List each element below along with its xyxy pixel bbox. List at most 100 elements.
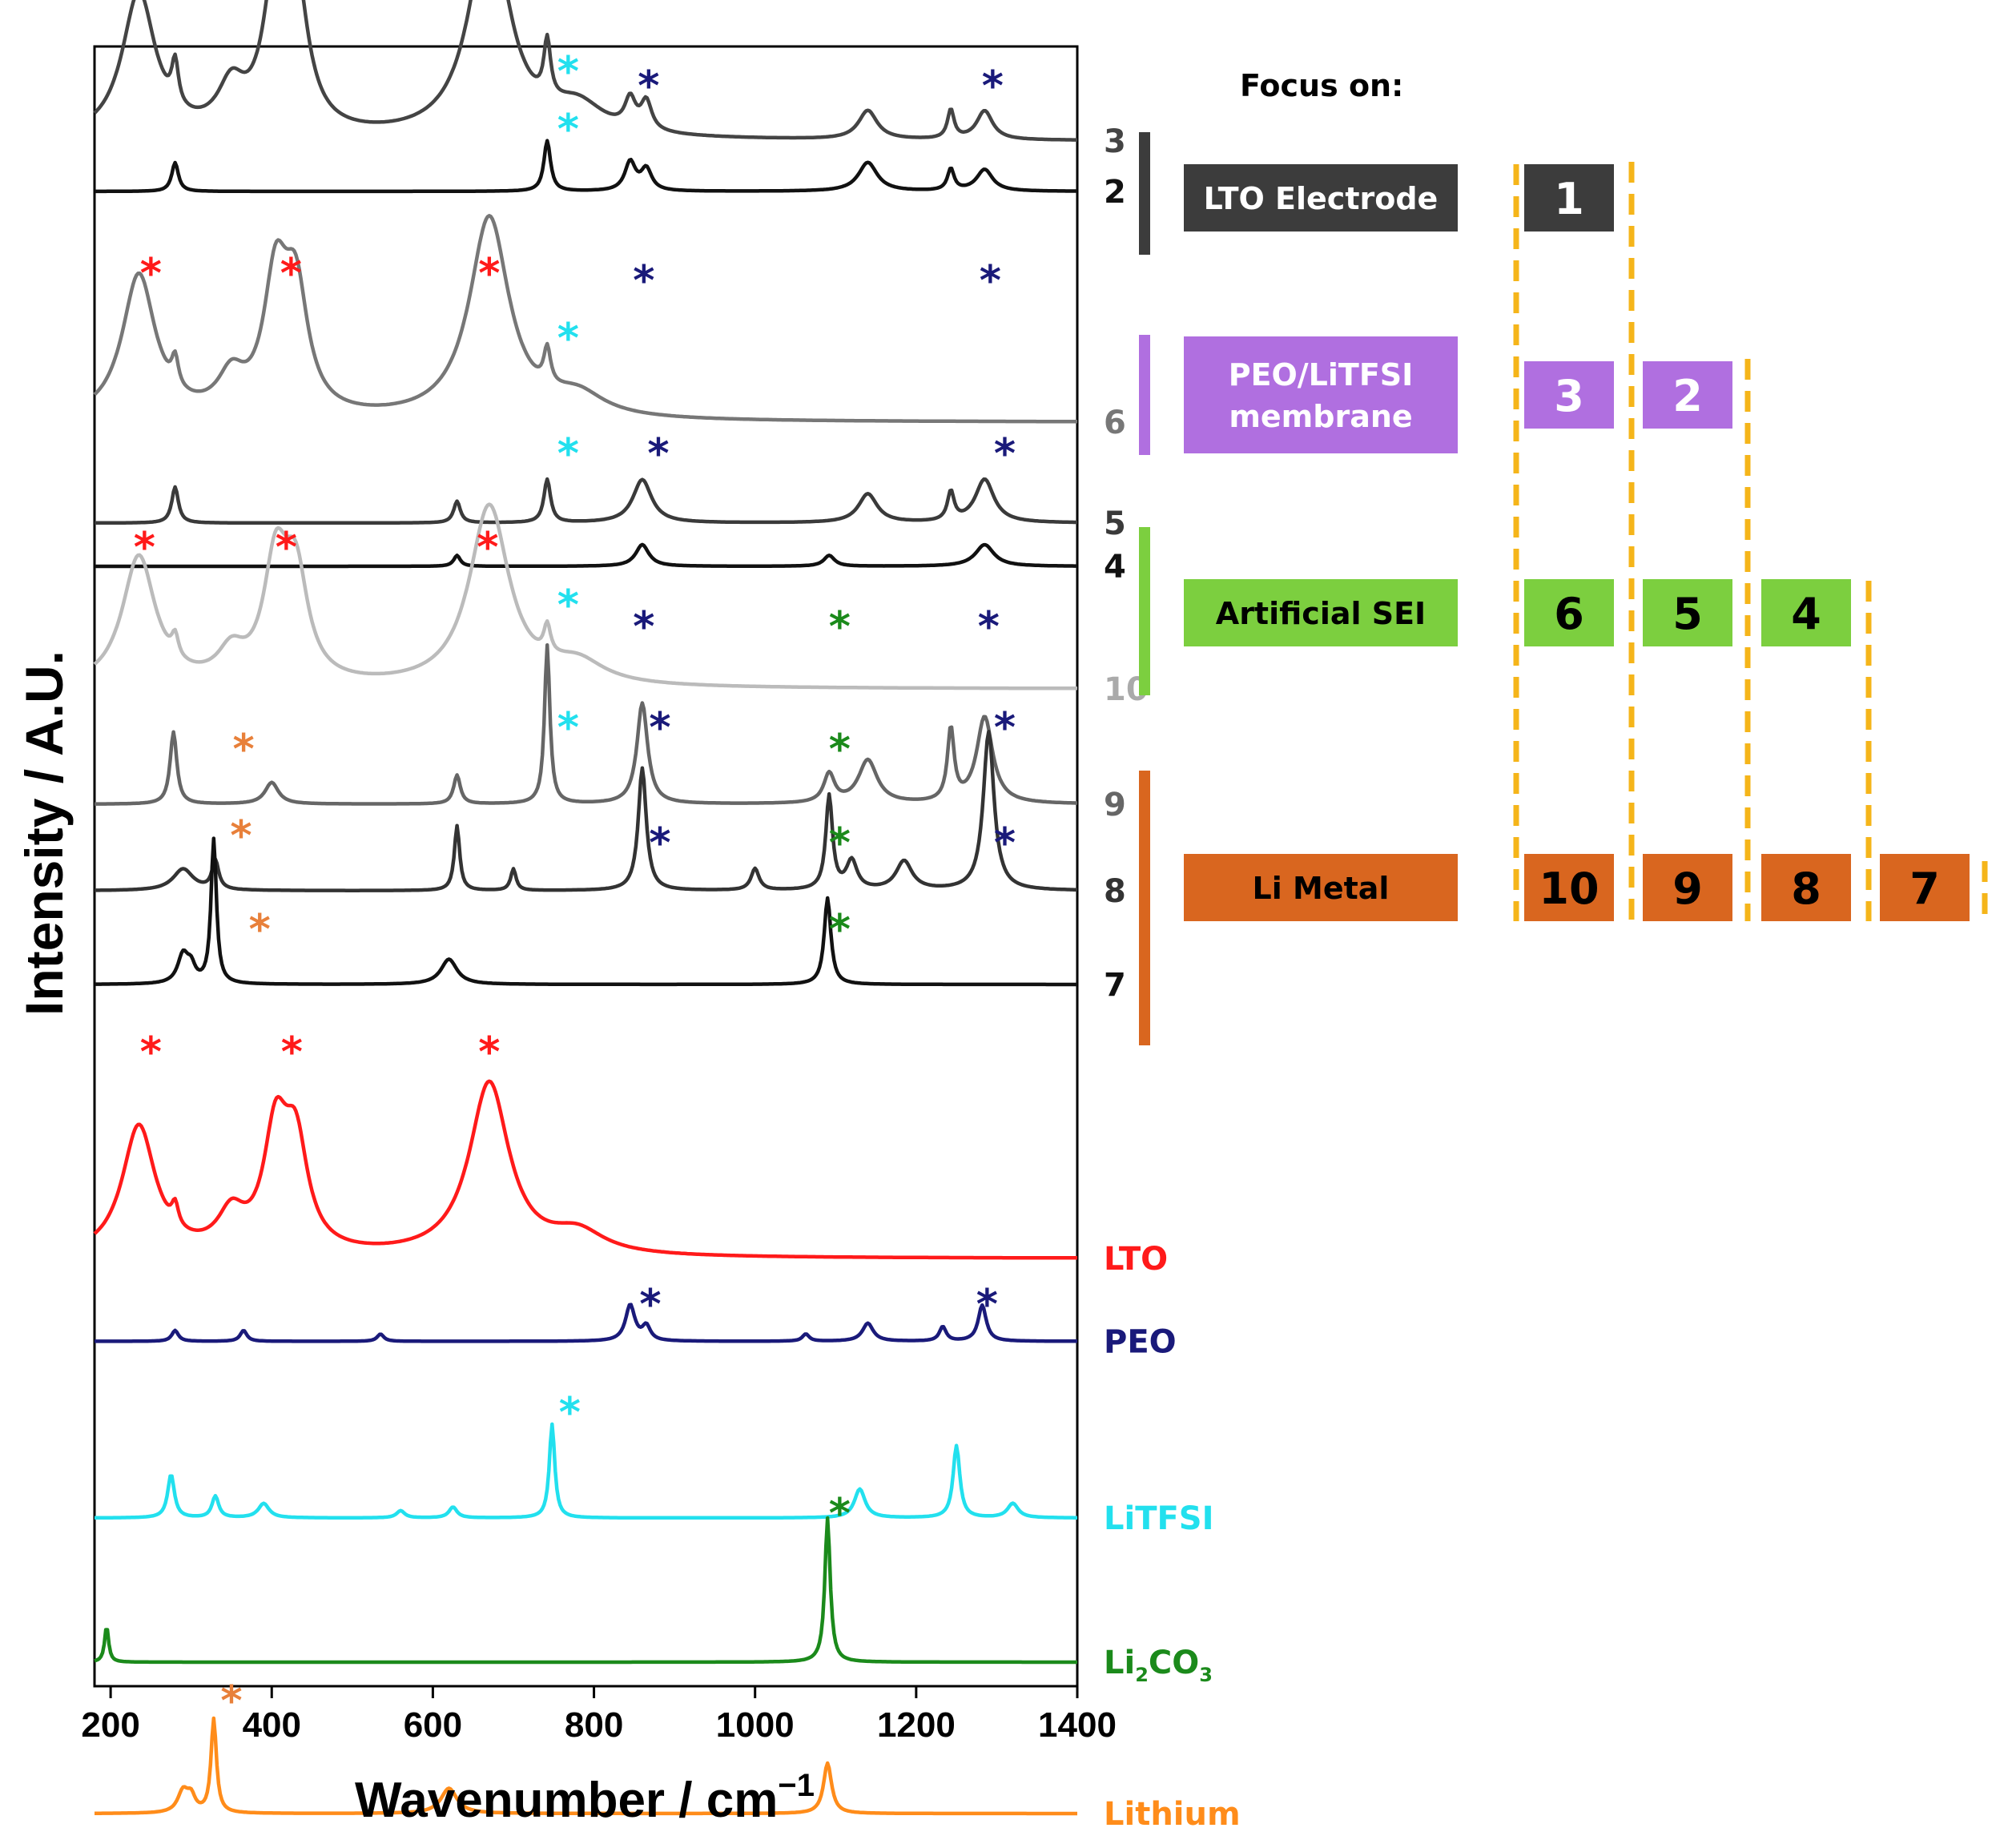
peak-marker-red: * [276, 524, 297, 572]
category-label-box-3 [1184, 854, 1458, 921]
x-tick-label: 1000 [716, 1705, 795, 1745]
series-label-s7: 7 [1104, 967, 1126, 1004]
series-line-s6 [93, 214, 1078, 424]
plot-frame [93, 45, 1079, 1688]
sample-box-number: 9 [1672, 864, 1703, 914]
x-tick-label: 1200 [877, 1705, 956, 1745]
sample-box-5 [1643, 579, 1732, 646]
sample-box-number: 10 [1539, 864, 1599, 914]
sample-box-number: 1 [1554, 174, 1584, 224]
series-line-lto [93, 1079, 1078, 1260]
category-label-text: Artificial SEI [1216, 596, 1426, 631]
category-label-text: LTO Electrode [1204, 181, 1439, 216]
sample-box-number: 3 [1554, 371, 1584, 421]
peak-marker-navy: * [638, 62, 659, 111]
x-axis-title-exponent: −1 [778, 1768, 815, 1803]
x-tick-label: 400 [243, 1705, 301, 1745]
peak-marker-red: * [477, 524, 498, 572]
category-bracket-1 [1139, 335, 1150, 455]
x-axis-ticks: 200 400 600 800 1000 1200 1400 [81, 1686, 1117, 1745]
series-line-s8 [94, 730, 1078, 892]
peak-marker-cyan: * [557, 704, 579, 752]
peak-marker-navy: * [976, 1281, 998, 1329]
series-line-li2co3 [94, 1516, 1078, 1665]
category-bracket-2 [1139, 527, 1150, 695]
focus-panel: Focus on: LTO Electrode 1 PEO/LiTFSI membra… [1139, 68, 1988, 1045]
peak-marker-red: * [281, 1029, 303, 1077]
sample-box-number: 8 [1791, 864, 1821, 914]
series-line-s3 [93, 0, 1078, 142]
series-line-s7 [94, 836, 1078, 987]
peak-marker-navy: * [978, 603, 1000, 651]
peak-marker-navy: * [994, 819, 1016, 868]
series-label-s5: 5 [1104, 505, 1126, 542]
series-label-s6: 6 [1104, 405, 1126, 441]
peak-marker-cyan: * [557, 315, 579, 363]
series-label-s8: 8 [1104, 873, 1126, 910]
focus-title: Focus on: [1240, 68, 1403, 103]
sample-box-8 [1761, 854, 1851, 921]
series-line-peo [94, 1302, 1078, 1343]
x-tick-label: 200 [81, 1705, 139, 1745]
peak-marker-navy: * [994, 430, 1016, 478]
sample-box-9 [1643, 854, 1732, 921]
peak-marker-orange: * [230, 812, 251, 860]
x-axis-title: Wavenumber / cm−1 [355, 1768, 815, 1828]
sample-box-10 [1524, 854, 1614, 921]
peak-marker-red: * [140, 1029, 162, 1077]
x-axis-title-main: Wavenumber / cm [355, 1773, 778, 1828]
sample-box-number: 5 [1672, 589, 1703, 639]
series-line-lithium [94, 1716, 1078, 1816]
peak-marker-red: * [134, 524, 155, 572]
series-line-litfsi [94, 1422, 1078, 1520]
peak-marker-orange: * [232, 726, 254, 774]
peak-marker-green: * [829, 906, 851, 954]
sample-box-number: 4 [1791, 589, 1821, 639]
sample-box-number: 7 [1909, 864, 1940, 914]
peak-marker-red: * [478, 1029, 500, 1077]
category-bracket-3 [1139, 771, 1150, 1045]
peak-marker-navy: * [639, 1281, 661, 1329]
peak-marker-cyan: * [557, 430, 579, 478]
category-label-text: Li Metal [1253, 871, 1390, 906]
peak-marker-navy: * [649, 819, 670, 868]
series-label-s4: 4 [1104, 549, 1126, 586]
peak-marker-green: * [829, 603, 851, 651]
peak-marker-navy: * [633, 603, 654, 651]
series-line-s4 [94, 542, 1078, 569]
x-tick-label: 600 [404, 1705, 462, 1745]
category-label-box-0 [1184, 164, 1458, 232]
series-line-s10 [93, 502, 1078, 690]
series-line-s9 [94, 642, 1078, 806]
series-label-litfsi: LiTFSI [1104, 1500, 1214, 1537]
category-label-box-2 [1184, 579, 1458, 646]
sample-box-number: 2 [1672, 371, 1703, 421]
peak-marker-navy: * [649, 704, 670, 752]
peak-marker-red: * [140, 250, 162, 298]
x-tick-label: 800 [565, 1705, 623, 1745]
sample-box-7 [1880, 854, 1970, 921]
sample-box-number: 6 [1554, 589, 1584, 639]
peak-marker-navy: * [633, 257, 654, 305]
sample-box-6 [1524, 579, 1614, 646]
sample-box-4 [1761, 579, 1851, 646]
sample-box-1 [1524, 164, 1614, 232]
series-line-s2 [94, 139, 1078, 194]
peak-marker-cyan: * [559, 1389, 581, 1437]
peak-marker-navy: * [647, 430, 669, 478]
series-label-s9: 9 [1104, 787, 1126, 823]
peak-marker-orange: * [249, 906, 271, 954]
x-tick-label: 1400 [1038, 1705, 1117, 1745]
category-label-text: PEO/LiTFSI [1229, 357, 1414, 393]
peak-marker-green: * [829, 819, 851, 868]
series-label-li2co3: Li2CO3 [1104, 1645, 1213, 1686]
peak-marker-cyan: * [557, 106, 579, 154]
series-label-peo: PEO [1104, 1324, 1177, 1361]
peak-marker-red: * [280, 250, 302, 298]
series-line-s5 [94, 477, 1078, 525]
peak-marker-green: * [829, 1490, 851, 1538]
trace-label-layer: 13265410987LTOPEOLiTFSILi2CO3Lithium [1104, 123, 1241, 1833]
series-layer [93, 0, 1078, 1816]
peak-marker-navy: * [980, 257, 1001, 305]
